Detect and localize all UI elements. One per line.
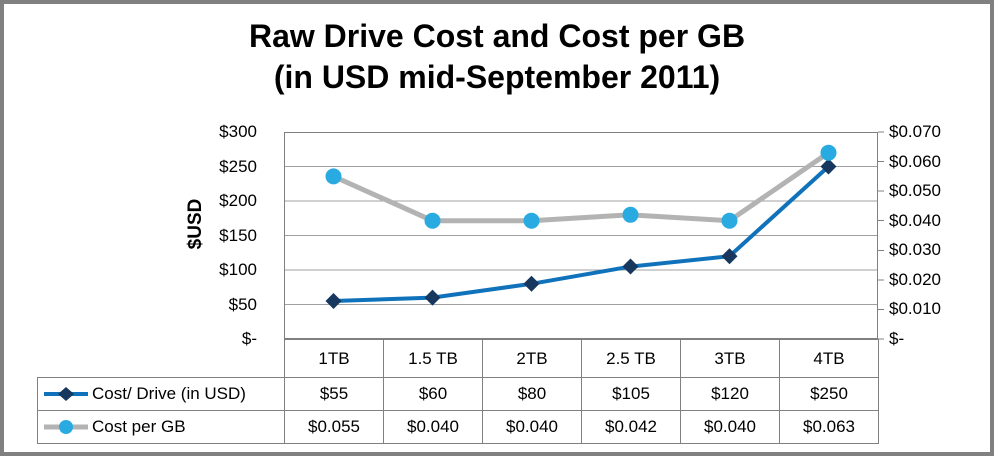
diamond-marker-icon [721, 248, 738, 265]
diamond-marker-icon [622, 258, 639, 275]
circle-marker-icon [820, 144, 837, 161]
cost-drive-value-cell: $55 [284, 377, 384, 411]
right-axis-tick-label: $0.040 [889, 210, 941, 230]
right-axis-tick-label: $0.030 [889, 240, 941, 260]
cost-per-gb-value-cell: $0.055 [284, 410, 384, 444]
circle-marker-icon [622, 206, 639, 223]
cost-drive-value-cell: $120 [680, 377, 780, 411]
cost-drive-value-cell: $250 [779, 377, 879, 411]
plot-border [284, 132, 878, 339]
cost-per-gb-value-cell: $0.040 [383, 410, 483, 444]
diamond-marker-icon [523, 275, 540, 292]
cost-per-gb-value-cell: $0.063 [779, 410, 879, 444]
cost-drive-legend-key [44, 387, 88, 402]
diamond-marker-icon [325, 293, 342, 310]
cost-per-gb-legend-label: Cost per GB [92, 417, 186, 437]
right-axis-tick-label: $0.010 [889, 299, 941, 319]
table-header-row: 1TB 1.5 TB 2TB 2.5 TB 3TB 4TB [38, 339, 879, 378]
circle-marker-icon [721, 212, 738, 229]
cost-drive-line [333, 165, 830, 304]
category-header-cell: 2TB [482, 339, 582, 378]
circle-marker-icon [523, 212, 540, 229]
left-axis-tick-label: $300 [219, 122, 257, 141]
diamond-marker-icon [58, 387, 74, 402]
category-header-cell: 1TB [284, 339, 384, 378]
left-axis-tick-label: $50 [228, 294, 257, 314]
chart-title-line-2: (in USD mid-September 2011) [273, 59, 721, 95]
left-axis-tick-label: $200 [219, 191, 257, 210]
cost-drive-value-cell: $105 [581, 377, 681, 411]
circle-marker-icon [424, 212, 441, 229]
circle-marker-icon [325, 168, 342, 185]
category-header-cell: 4TB [779, 339, 879, 378]
cost-per-gb-value-cell: $0.040 [482, 410, 582, 444]
left-axis-tick-label: $- [241, 329, 257, 348]
category-header-cell: 3TB [680, 339, 780, 378]
table-row-cost-per-gb: Cost per GB $0.055 $0.040 $0.040 $0.042 $0.04… [37, 410, 879, 444]
cost-drive-legend-label: Cost/ Drive (in USD) [92, 384, 246, 404]
left-axis-tick-label: $250 [219, 156, 257, 176]
cost-per-gb-legend-cell: Cost per GB [37, 410, 285, 444]
cost-per-gb-value-cell: $0.040 [680, 410, 780, 444]
cost-per-gb-value-cell: $0.042 [581, 410, 681, 444]
table-corner-cell [38, 340, 285, 378]
chart-title-line-1: Raw Drive Cost and Cost per GB [248, 18, 746, 54]
right-axis-tick-label: $0.050 [889, 181, 941, 201]
left-axis-tick-label: $100 [219, 260, 257, 279]
cost-drive-value-cell: $60 [383, 377, 483, 411]
cost-per-gb-line [332, 150, 830, 224]
right-axis-tick-label: $0.020 [889, 269, 941, 289]
table-row-cost-drive: Cost/ Drive (in USD) $55 $60 $80 $105 $120 $25… [37, 377, 879, 411]
cost-drive-value-cell: $80 [482, 377, 582, 411]
circle-marker-icon [59, 420, 73, 435]
diamond-marker-icon [424, 289, 441, 306]
right-axis-tick-label: $- [889, 329, 905, 348]
cost-per-gb-legend-key [44, 420, 88, 435]
left-axis-tick-label: $150 [219, 225, 257, 245]
data-table: 1TB 1.5 TB 2TB 2.5 TB 3TB 4TB Cost/ Drive (in … [37, 339, 879, 444]
right-axis-tick-label: $0.070 [889, 122, 941, 141]
diamond-marker-icon [820, 158, 837, 175]
right-axis-tick-label: $0.060 [889, 151, 941, 171]
cost-drive-legend-cell: Cost/ Drive (in USD) [37, 377, 285, 411]
category-header-cell: 2.5 TB [581, 339, 681, 378]
category-header-cell: 1.5 TB [383, 339, 483, 378]
